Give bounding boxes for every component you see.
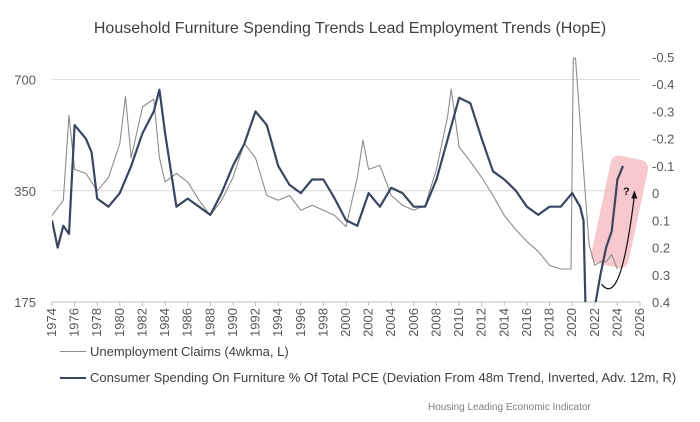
x-tick-label: 1988 xyxy=(202,308,217,337)
x-tick-label: 2020 xyxy=(564,308,579,337)
y-right-tick-label: 0.4 xyxy=(652,295,670,310)
x-tick-label: 2010 xyxy=(451,308,466,337)
legend-label: Unemployment Claims (4wkma, L) xyxy=(90,344,289,359)
x-tick-label: 1994 xyxy=(270,308,285,337)
x-tick-label: 2000 xyxy=(338,308,353,337)
x-tick-label: 1990 xyxy=(225,308,240,337)
x-tick-label: 2012 xyxy=(474,308,489,337)
legend-item-claims: Unemployment Claims (4wkma, L) xyxy=(60,344,289,359)
x-tick-label: 2018 xyxy=(542,308,557,337)
y-right-tick-label: 0 xyxy=(652,186,659,201)
x-tick-label: 2002 xyxy=(361,308,376,337)
x-tick-label: 2006 xyxy=(406,308,421,337)
legend-swatch xyxy=(60,351,86,352)
series-line-furniture xyxy=(52,88,625,302)
legend-item-furniture: Consumer Spending On Furniture % Of Tota… xyxy=(60,370,676,385)
legend-swatch xyxy=(60,376,86,379)
y-right-tick-label: 0.2 xyxy=(652,241,670,256)
y-right-tick-label: -0.5 xyxy=(652,50,674,65)
x-tick-label: 1992 xyxy=(248,308,263,337)
x-tick-label: 2004 xyxy=(383,308,398,337)
y-right-tick-label: -0.3 xyxy=(652,104,674,119)
y-right-tick-label: -0.1 xyxy=(652,159,674,174)
y-right-tick-label: -0.2 xyxy=(652,132,674,147)
legend-label: Consumer Spending On Furniture % Of Tota… xyxy=(90,370,677,385)
x-tick-label: 1996 xyxy=(293,308,308,337)
chart-title: Household Furniture Spending Trends Lead… xyxy=(93,20,607,37)
arrowhead-icon xyxy=(631,190,638,199)
x-tick-label: 1982 xyxy=(134,308,149,337)
x-tick-label: 1974 xyxy=(44,308,59,337)
question-mark: ? xyxy=(623,186,630,198)
series-line-claims xyxy=(52,57,618,270)
x-tick-label: 2022 xyxy=(587,308,602,337)
trend-arrow xyxy=(601,195,635,290)
highlight-box xyxy=(591,155,649,269)
x-tick-label: 1976 xyxy=(67,308,82,337)
y-left-tick-label: 700 xyxy=(14,73,36,88)
footer-source: Housing Leading Economic Indicator xyxy=(428,402,591,413)
x-tick-label: 2016 xyxy=(519,308,534,337)
x-tick-label: 1986 xyxy=(180,308,195,337)
x-tick-label: 2008 xyxy=(428,308,443,337)
x-tick-label: 1980 xyxy=(112,308,127,337)
x-tick-label: 1984 xyxy=(157,308,172,337)
x-tick-label: 2024 xyxy=(609,308,624,337)
x-tick-label: 1998 xyxy=(315,308,330,337)
y-left-tick-label: 350 xyxy=(14,184,36,199)
y-right-tick-label: 0.1 xyxy=(652,213,670,228)
y-left-tick-label: 175 xyxy=(14,295,36,310)
y-right-tick-label: -0.4 xyxy=(652,77,674,92)
x-tick-label: 2026 xyxy=(632,308,647,337)
x-tick-label: 2014 xyxy=(496,308,511,337)
x-tick-label: 1978 xyxy=(89,308,104,337)
y-right-tick-label: 0.3 xyxy=(652,268,670,283)
